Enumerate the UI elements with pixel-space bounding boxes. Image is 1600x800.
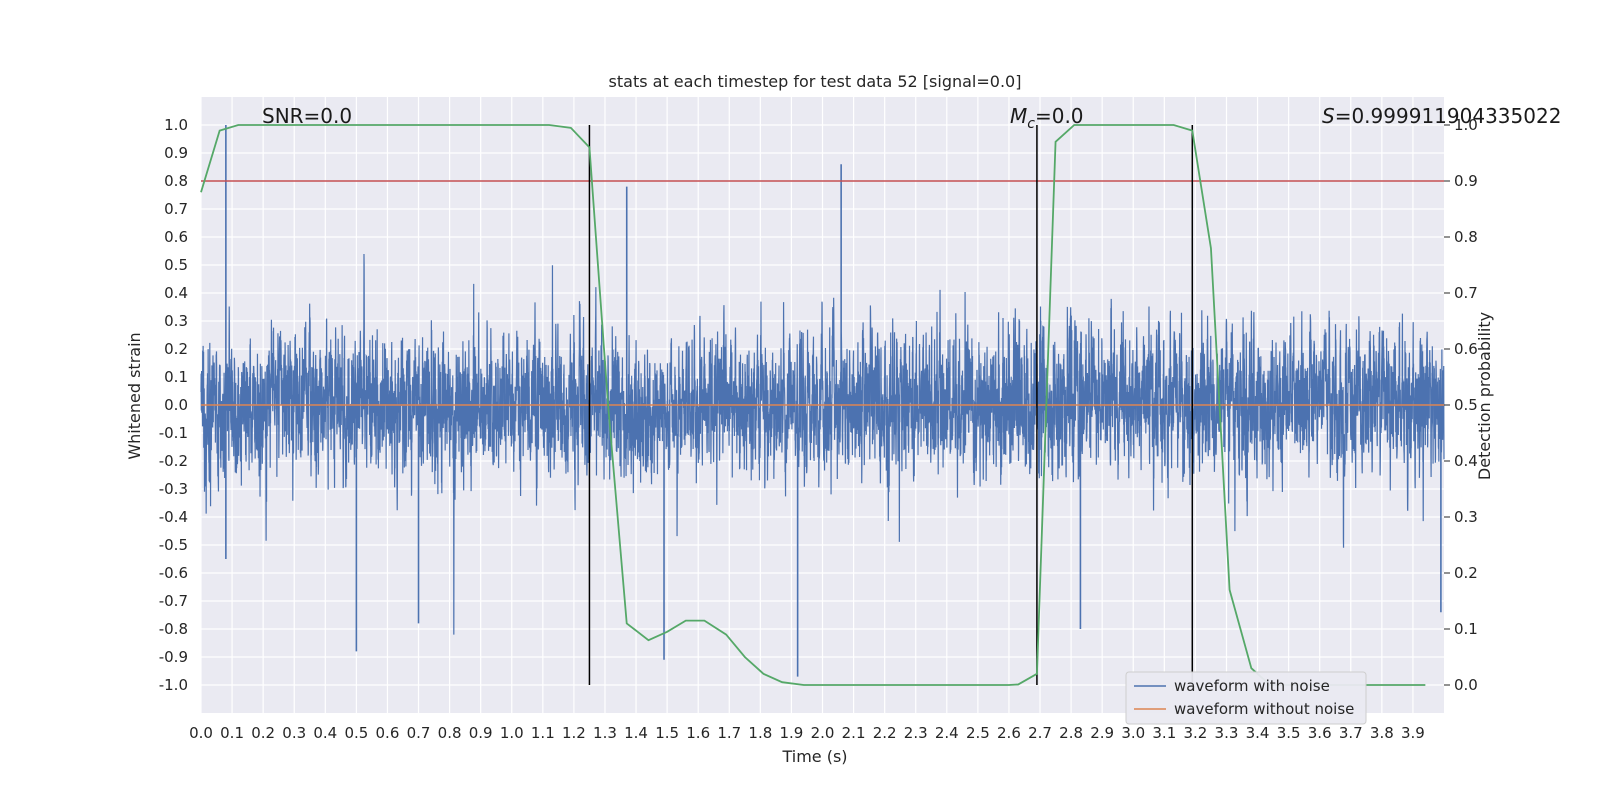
x-tick-label: 1.8 — [748, 724, 772, 742]
reference-lines — [201, 180, 1444, 406]
x-tick-label: 0.6 — [376, 724, 400, 742]
x-axis-ticks: 0.0 0.1 0.2 0.3 0.4 0.5 0.6 0.7 0.8 0.9 1.0 1.1 1.2 1… — [189, 724, 1425, 742]
y-tick-label: -0.2 — [159, 452, 188, 470]
x-tick-label: 0.3 — [282, 724, 306, 742]
annotation-chirp-mass-symbol: M — [1010, 104, 1027, 128]
y-tick-label: -0.5 — [159, 536, 188, 554]
y-tick-label: 0.4 — [164, 284, 188, 302]
x-tick-label: 3.0 — [1121, 724, 1145, 742]
x-tick-label: 3.3 — [1215, 724, 1239, 742]
y2-tick-label: 0.5 — [1454, 396, 1478, 414]
y-tick-label: 0.1 — [164, 368, 188, 386]
x-tick-label: 2.6 — [997, 724, 1021, 742]
y2-tick-label: 1.0 — [1454, 116, 1478, 134]
series-detection-probability — [200, 124, 1426, 686]
x-tick-label: 3.9 — [1401, 724, 1425, 742]
x-tick-label: 1.3 — [593, 724, 617, 742]
x-tick-label: 3.8 — [1370, 724, 1394, 742]
y-tick-label: 0.2 — [164, 340, 188, 358]
x-tick-label: 0.5 — [344, 724, 368, 742]
x-tick-label: 1.2 — [562, 724, 586, 742]
y2-tick-label: 0.0 — [1454, 676, 1478, 694]
x-axis-label: Time (s) — [781, 747, 847, 766]
y-tick-label: 0.3 — [164, 312, 188, 330]
annotation-chirp-mass: Mc=0.0 — [1010, 104, 1084, 132]
y-tick-label: 1.0 — [164, 116, 188, 134]
y-tick-label: 0.0 — [164, 396, 188, 414]
annotation-s-value: =0.999911904335022 — [1335, 104, 1562, 128]
y2-tick-label: 0.2 — [1454, 564, 1478, 582]
x-tick-label: 1.5 — [655, 724, 679, 742]
annotation-chirp-mass-subscript: c — [1027, 116, 1035, 132]
annotation-s: S=0.999911904335022 — [1322, 104, 1561, 128]
y-tick-label: -0.4 — [159, 508, 188, 526]
y2-axis-label: Detection probability — [1475, 312, 1494, 480]
y-tick-label: 0.9 — [164, 144, 188, 162]
event-markers — [588, 125, 1194, 685]
x-tick-label: 2.9 — [1090, 724, 1114, 742]
x-tick-label: 2.8 — [1059, 724, 1083, 742]
x-tick-label: 3.6 — [1308, 724, 1332, 742]
x-tick-label: 0.2 — [251, 724, 275, 742]
x-tick-label: 1.9 — [779, 724, 803, 742]
x-tick-label: 0.7 — [407, 724, 431, 742]
y2-tick-label: 0.9 — [1454, 172, 1478, 190]
x-tick-label: 2.7 — [1028, 724, 1052, 742]
x-tick-label: 3.2 — [1183, 724, 1207, 742]
x-tick-label: 3.1 — [1152, 724, 1176, 742]
x-tick-label: 0.4 — [313, 724, 337, 742]
x-tick-label: 0.0 — [189, 724, 213, 742]
y-tick-label: -0.6 — [159, 564, 188, 582]
y-tick-label: 0.6 — [164, 228, 188, 246]
y2-tick-label: 0.1 — [1454, 620, 1478, 638]
x-tick-label: 1.0 — [500, 724, 524, 742]
x-tick-label: 2.2 — [873, 724, 897, 742]
x-tick-label: 2.4 — [935, 724, 959, 742]
annotation-s-symbol: S — [1322, 104, 1335, 128]
y-axis-label: Whitened strain — [125, 332, 144, 459]
x-tick-label: 0.1 — [220, 724, 244, 742]
legend-label-clean: waveform without noise — [1174, 700, 1354, 718]
detection-probability-line — [200, 124, 1426, 686]
legend-label-noise: waveform with noise — [1174, 677, 1330, 695]
y-tick-label: -0.9 — [159, 648, 188, 666]
x-tick-label: 3.5 — [1277, 724, 1301, 742]
x-tick-label: 2.1 — [842, 724, 866, 742]
y-tick-label: -1.0 — [159, 676, 188, 694]
y2-tick-label: 0.7 — [1454, 284, 1478, 302]
series-waveform-with-noise — [200, 125, 1445, 677]
legend: waveform with noise waveform without noi… — [1125, 671, 1367, 725]
chart-title: stats at each timestep for test data 52 … — [609, 72, 1022, 91]
y-tick-label: -0.3 — [159, 480, 188, 498]
y-axis-ticks: 1.0 0.9 0.8 0.7 0.6 0.5 0.4 0.3 0.2 0.1 0.0 -0.1 -0.… — [159, 116, 188, 694]
x-tick-label: 1.7 — [717, 724, 741, 742]
y-tick-label: 0.8 — [164, 172, 188, 190]
x-tick-label: 2.0 — [811, 724, 835, 742]
y2-tick-label: 0.6 — [1454, 340, 1478, 358]
y-tick-label: -0.8 — [159, 620, 188, 638]
annotation-chirp-mass-value: =0.0 — [1035, 104, 1084, 128]
x-tick-label: 1.6 — [686, 724, 710, 742]
waveform-noise-line — [200, 253, 1445, 635]
y-tick-label: 0.7 — [164, 200, 188, 218]
x-tick-label: 1.1 — [531, 724, 555, 742]
x-tick-label: 0.9 — [469, 724, 493, 742]
y-tick-label: 0.5 — [164, 256, 188, 274]
x-tick-label: 3.7 — [1339, 724, 1363, 742]
legend-box — [1125, 671, 1367, 725]
y2-tick-label: 0.3 — [1454, 508, 1478, 526]
x-tick-label: 0.8 — [438, 724, 462, 742]
y2-tick-label: 0.8 — [1454, 228, 1478, 246]
y-tick-label: -0.7 — [159, 592, 188, 610]
y2-axis-ticks: 1.0 0.9 0.8 0.7 0.6 0.5 0.4 0.3 0.2 0.1 0.0 — [1444, 116, 1478, 694]
x-tick-label: 3.4 — [1246, 724, 1270, 742]
x-tick-label: 1.4 — [624, 724, 648, 742]
y2-tick-label: 0.4 — [1454, 452, 1478, 470]
x-tick-label: 2.3 — [904, 724, 928, 742]
annotation-snr: SNR=0.0 — [262, 104, 352, 128]
x-tick-label: 2.5 — [966, 724, 990, 742]
y-tick-label: -0.1 — [159, 424, 188, 442]
